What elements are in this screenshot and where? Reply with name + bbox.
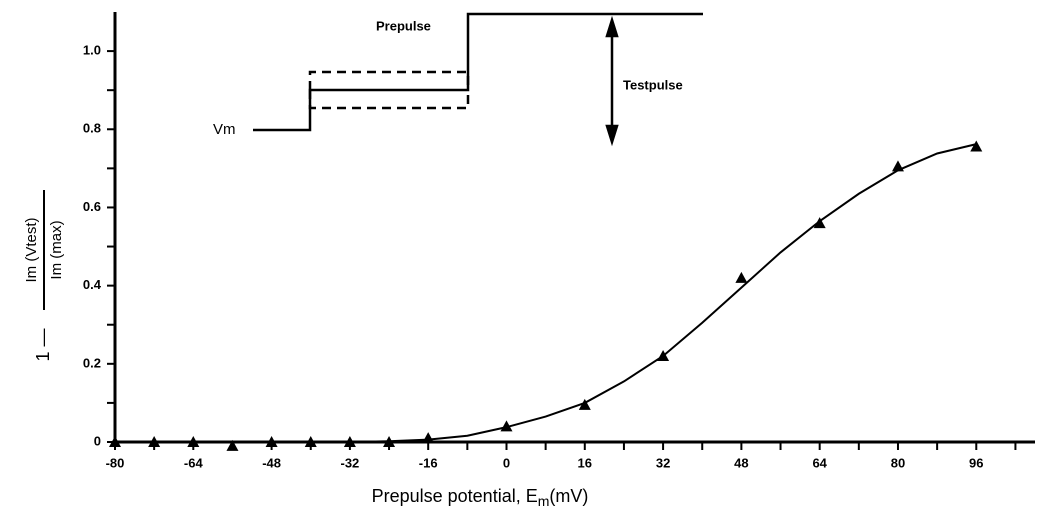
x-tick-label: 64 — [812, 455, 827, 470]
data-point — [422, 432, 435, 444]
data-point — [970, 140, 983, 152]
vm-label: Vm — [213, 121, 236, 138]
arrow-head — [605, 15, 619, 38]
protocol-inset — [253, 12, 703, 147]
arrow-head — [605, 124, 619, 147]
y-tick-label: 1.0 — [83, 43, 101, 58]
x-tick-label: 80 — [891, 455, 905, 470]
prepulse-label: Prepulse — [376, 18, 431, 33]
x-tick-label: 32 — [656, 455, 670, 470]
x-axis-label: Prepulse potential, Em(mV) — [372, 486, 589, 509]
fit-curve — [115, 143, 977, 443]
x-tick-label: -48 — [262, 455, 281, 470]
data-point — [226, 439, 239, 451]
y-label-prefix: 1 — — [33, 328, 53, 361]
x-tick-label: -16 — [419, 455, 438, 470]
y-label-denominator: Im (max) — [48, 220, 65, 279]
x-tick-label: -64 — [184, 455, 204, 470]
y-axis-label: 1 — Im (Vtest) Im (max) — [23, 190, 65, 362]
x-tick-label: -32 — [340, 455, 359, 470]
x-tick-label: 16 — [578, 455, 592, 470]
x-label-unit: (mV) — [549, 486, 588, 506]
x-tick-label: -80 — [106, 455, 125, 470]
y-tick-label: 0.2 — [83, 355, 101, 370]
dashed-upper — [308, 70, 470, 90]
testpulse-label: Testpulse — [623, 77, 683, 92]
x-tick-label: 48 — [734, 455, 748, 470]
dashed-lower — [308, 90, 470, 110]
voltage-trace — [253, 12, 703, 132]
y-tick-label: 0.6 — [83, 199, 101, 214]
x-label-sub: m — [538, 493, 550, 509]
y-label-numerator: Im (Vtest) — [23, 217, 40, 282]
x-tick-label: 96 — [969, 455, 983, 470]
data-point — [735, 271, 748, 283]
y-tick-label: 0.4 — [83, 277, 102, 292]
y-tick-label: 0 — [94, 433, 101, 448]
x-tick-label: 0 — [503, 455, 510, 470]
y-tick-label: 0.8 — [83, 121, 101, 136]
x-label-main: Prepulse potential, E — [372, 486, 538, 506]
data-point — [578, 398, 591, 410]
data-point — [813, 217, 826, 229]
